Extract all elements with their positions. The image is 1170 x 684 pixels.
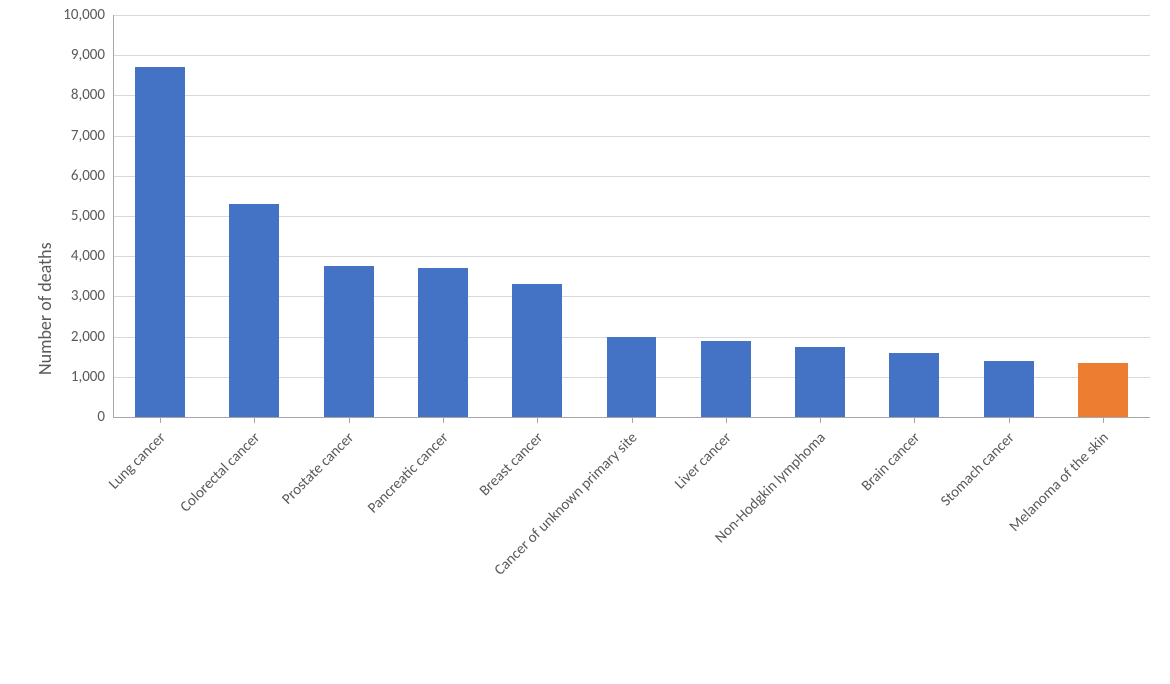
x-category-label: Liver cancer bbox=[671, 429, 735, 493]
y-tick-label: 6,000 bbox=[71, 167, 113, 185]
x-tick bbox=[820, 417, 821, 423]
y-tick-label: 3,000 bbox=[71, 287, 113, 305]
bar bbox=[135, 67, 185, 417]
x-tick bbox=[349, 417, 350, 423]
x-tick bbox=[632, 417, 633, 423]
plot-area: 01,0002,0003,0004,0005,0006,0007,0008,00… bbox=[113, 15, 1150, 417]
y-tick-label: 10,000 bbox=[63, 6, 113, 24]
cancer-deaths-bar-chart: Number of deaths 01,0002,0003,0004,0005,… bbox=[0, 0, 1170, 684]
x-category-label: Brain cancer bbox=[858, 429, 924, 495]
x-tick bbox=[537, 417, 538, 423]
y-tick-label: 1,000 bbox=[71, 368, 113, 386]
y-axis-line bbox=[113, 15, 114, 417]
x-tick bbox=[1103, 417, 1104, 423]
bar bbox=[229, 204, 279, 417]
gridline bbox=[113, 55, 1150, 56]
bar bbox=[984, 361, 1034, 417]
y-tick-label: 4,000 bbox=[71, 247, 113, 265]
x-tick bbox=[726, 417, 727, 423]
x-category-label: Pancreatic cancer bbox=[364, 429, 452, 517]
y-tick-label: 8,000 bbox=[71, 86, 113, 104]
y-axis-title: Number of deaths bbox=[34, 242, 56, 375]
y-tick-label: 5,000 bbox=[71, 207, 113, 225]
bar bbox=[607, 337, 657, 417]
x-tick bbox=[914, 417, 915, 423]
x-tick bbox=[160, 417, 161, 423]
x-category-label: Prostate cancer bbox=[279, 429, 358, 508]
y-tick-label: 2,000 bbox=[71, 328, 113, 346]
bar bbox=[701, 341, 751, 417]
x-category-label: Melanoma of the skin bbox=[1006, 429, 1113, 536]
bar bbox=[324, 266, 374, 417]
gridline bbox=[113, 136, 1150, 137]
bar bbox=[418, 268, 468, 417]
y-tick-label: 0 bbox=[97, 408, 113, 426]
bar bbox=[795, 347, 845, 417]
bar bbox=[1078, 363, 1128, 417]
x-category-label: Colorectal cancer bbox=[177, 429, 264, 516]
x-category-label: Stomach cancer bbox=[937, 429, 1018, 510]
x-category-label: Breast cancer bbox=[476, 429, 547, 500]
bar bbox=[512, 284, 562, 417]
y-tick-label: 7,000 bbox=[71, 127, 113, 145]
bar bbox=[889, 353, 939, 417]
y-tick-label: 9,000 bbox=[71, 46, 113, 64]
gridline bbox=[113, 95, 1150, 96]
x-tick bbox=[1009, 417, 1010, 423]
x-tick bbox=[254, 417, 255, 423]
gridline bbox=[113, 176, 1150, 177]
gridline bbox=[113, 15, 1150, 16]
x-tick bbox=[443, 417, 444, 423]
x-category-label: Lung cancer bbox=[106, 429, 170, 493]
